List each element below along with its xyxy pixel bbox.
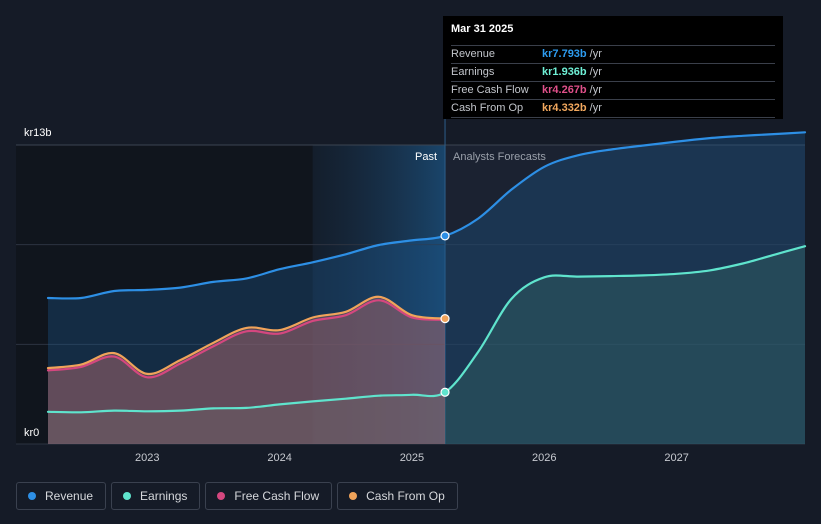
tooltip-value: kr1.936b	[542, 66, 587, 78]
tooltip-label: Free Cash Flow	[451, 84, 529, 96]
revenue-marker	[440, 231, 450, 241]
tooltip-row-revenue: Revenue kr7.793b /yr	[451, 45, 775, 63]
legend-item-revenue[interactable]: Revenue	[16, 482, 107, 510]
legend-dot-icon	[123, 492, 132, 500]
legend-label: Cash From Op	[366, 489, 445, 503]
earnings-line	[46, 245, 807, 414]
tooltip-unit: /yr	[589, 66, 602, 78]
data-tooltip: Mar 31 2025 Revenue kr7.793b /yr Earning…	[443, 16, 783, 119]
chart-legend: Revenue Earnings Free Cash Flow Cash Fro…	[16, 482, 458, 512]
tooltip-label: Cash From Op	[451, 102, 524, 114]
cash-from-op-marker	[440, 314, 450, 324]
cash-from-op-area	[48, 296, 445, 444]
tooltip-value: kr7.793b	[542, 48, 587, 60]
tooltip-unit: /yr	[589, 102, 602, 114]
tooltip-row-earnings: Earnings kr1.936b /yr	[451, 63, 775, 81]
legend-item-cash-from-op[interactable]: Cash From Op	[337, 482, 458, 510]
legend-dot-icon	[349, 492, 358, 500]
x-tick-label: 2025	[400, 452, 424, 464]
legend-label: Free Cash Flow	[234, 489, 320, 503]
tooltip-label: Revenue	[451, 48, 496, 60]
legend-item-free-cash-flow[interactable]: Free Cash Flow	[205, 482, 333, 510]
earnings-marker	[440, 387, 450, 397]
legend-dot-icon	[217, 492, 226, 500]
free-cash-flow-area	[48, 300, 445, 444]
tooltip-unit: /yr	[589, 48, 602, 60]
earnings-area	[48, 246, 805, 444]
x-tick-label: 2027	[664, 452, 688, 464]
tooltip-unit: /yr	[589, 84, 602, 96]
x-tick-label: 2024	[267, 452, 291, 464]
revenue-area	[48, 132, 805, 445]
past-region-label: Past	[415, 151, 437, 163]
x-tick-label: 2023	[135, 452, 159, 464]
tooltip-value: kr4.332b	[542, 102, 587, 114]
forecast-region-label: Analysts Forecasts	[453, 151, 546, 163]
legend-dot-icon	[28, 492, 36, 500]
past-highlight-region	[312, 145, 446, 444]
revenue-line	[46, 131, 807, 300]
free-cash-flow-line	[46, 299, 447, 379]
legend-label: Revenue	[45, 489, 94, 503]
y-axis-max-label: kr13b	[24, 127, 52, 139]
tooltip-date: Mar 31 2025	[451, 23, 514, 35]
x-tick-label: 2026	[532, 452, 556, 464]
cash-from-op-line	[46, 295, 447, 376]
tooltip-row-free-cash-flow: Free Cash Flow kr4.267b /yr	[451, 81, 775, 99]
legend-label: Earnings	[140, 489, 188, 503]
y-axis-min-label: kr0	[24, 427, 39, 439]
legend-item-earnings[interactable]: Earnings	[111, 482, 201, 510]
tooltip-row-cash-from-op: Cash From Op kr4.332b /yr	[451, 99, 775, 118]
tooltip-value: kr4.267b	[542, 84, 587, 96]
tooltip-label: Earnings	[451, 66, 495, 78]
